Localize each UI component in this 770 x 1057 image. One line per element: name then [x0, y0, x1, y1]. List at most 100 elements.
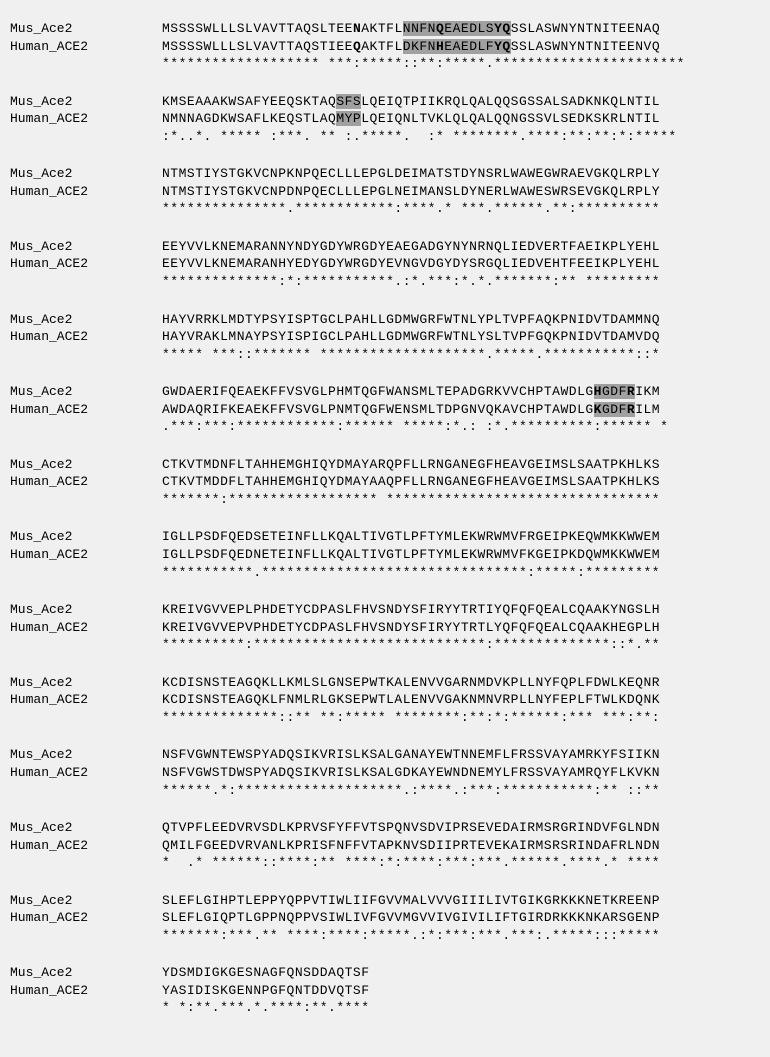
human-row: Human_ACE2AWDAQRIFKEAEKFFVSVGLPNMTQGFWEN…: [10, 401, 760, 419]
conservation-line: ******************* ***:*****::**:*****.…: [162, 55, 685, 73]
mus-label: Mus_Ace2: [10, 892, 162, 910]
alignment-block: Mus_Ace2NTMSTIYSTGKVCNPKNPQECLLLEPGLDEIM…: [10, 165, 760, 218]
human-row: Human_ACE2IGLLPSDFQEDNETEINFLLKQALTIVGTL…: [10, 546, 760, 564]
conservation-row: **************::** **:***** ********:**:…: [10, 709, 760, 727]
sequence: AWDAQRIFKEAEKFFVSVGLPNMTQGFWENSMLTDPGNVQ…: [162, 401, 660, 419]
conservation-row: *******:****************** *************…: [10, 491, 760, 509]
conservation-line: :*..*. ***** :***. ** :.*****. :* ******…: [162, 128, 677, 146]
conservation-line: ******.*:********************.:****.:***…: [162, 782, 660, 800]
sequence: NSFVGWNTEWSPYADQSIKVRISLKSALGANAYEWTNNEM…: [162, 746, 660, 764]
conservation-row: :*..*. ***** :***. ** :.*****. :* ******…: [10, 128, 760, 146]
conservation-row: *******:***.** ****:****:*****.:*:***:**…: [10, 927, 760, 945]
sequence: EEYVVLKNEMARANNYNDYGDYWRGDYEAEGADGYNYNRN…: [162, 238, 660, 256]
conservation-row: * *:**.***.*.****:**.****: [10, 999, 760, 1017]
human-label: Human_ACE2: [10, 909, 162, 927]
sequence: SLEFLGIQPTLGPPNQPPVSIWLIVFGVVMGVVIVGIVIL…: [162, 909, 660, 927]
human-row: Human_ACE2HAYVRAKLMNAYPSYISPIGCLPAHLLGDM…: [10, 328, 760, 346]
sequence-alignment: Mus_Ace2MSSSSWLLLSLVAVTTAQSLTEENAKTFLNNF…: [10, 20, 760, 1017]
alignment-block: Mus_Ace2CTKVTMDNFLTAHHEMGHIQYDMAYARQPFLL…: [10, 456, 760, 509]
sequence: HAYVRRKLMDTYPSYISPTGCLPAHLLGDMWGRFWTNLYP…: [162, 311, 660, 329]
human-label: Human_ACE2: [10, 401, 162, 419]
mus-label: Mus_Ace2: [10, 674, 162, 692]
sequence: NTMSTIYSTGKVCNPDNPQECLLLEPGLNEIMANSLDYNE…: [162, 183, 660, 201]
human-row: Human_ACE2MSSSSWLLLSLVAVTTAQSTIEEQAKTFLD…: [10, 38, 760, 56]
conservation-line: * .* ******::****:** ****:*:****:***:***…: [162, 854, 660, 872]
mus-label: Mus_Ace2: [10, 383, 162, 401]
sequence: GWDAERIFQEAEKFFVSVGLPHMTQGFWANSMLTEPADGR…: [162, 383, 660, 401]
conservation-line: **********:****************************:…: [162, 636, 660, 654]
human-label: Human_ACE2: [10, 619, 162, 637]
alignment-block: Mus_Ace2MSSSSWLLLSLVAVTTAQSLTEENAKTFLNNF…: [10, 20, 760, 73]
human-label: Human_ACE2: [10, 183, 162, 201]
human-label: Human_ACE2: [10, 38, 162, 56]
mus-label: Mus_Ace2: [10, 601, 162, 619]
human-row: Human_ACE2NMNNAGDKWSAFLKEQSTLAQMYPLQEIQN…: [10, 110, 760, 128]
mus-row: Mus_Ace2HAYVRRKLMDTYPSYISPTGCLPAHLLGDMWG…: [10, 311, 760, 329]
sequence: YASIDISKGENNPGFQNTDDVQTSF: [162, 982, 370, 1000]
conservation-line: ***** ***::******* ********************.…: [162, 346, 660, 364]
sequence: SLEFLGIHPTLEPPYQPPVTIWLIIFGVVMALVVVGIIIL…: [162, 892, 660, 910]
mus-row: Mus_Ace2NTMSTIYSTGKVCNPKNPQECLLLEPGLDEIM…: [10, 165, 760, 183]
mus-row: Mus_Ace2MSSSSWLLLSLVAVTTAQSLTEENAKTFLNNF…: [10, 20, 760, 38]
mus-row: Mus_Ace2KMSEAAAKWSAFYEEQSKTAQSFSLQEIQTPI…: [10, 93, 760, 111]
human-row: Human_ACE2KREIVGVVEPVPHDETYCDPASLFHVSNDY…: [10, 619, 760, 637]
mus-label: Mus_Ace2: [10, 93, 162, 111]
mus-label: Mus_Ace2: [10, 20, 162, 38]
mus-label: Mus_Ace2: [10, 964, 162, 982]
sequence: KMSEAAAKWSAFYEEQSKTAQSFSLQEIQTPIIKRQLQAL…: [162, 93, 660, 111]
conservation-row: **************:*:***********.:*.***:*.*.…: [10, 273, 760, 291]
alignment-block: Mus_Ace2KMSEAAAKWSAFYEEQSKTAQSFSLQEIQTPI…: [10, 93, 760, 146]
conservation-line: **************:*:***********.:*.***:*.*.…: [162, 273, 660, 291]
sequence: NTMSTIYSTGKVCNPKNPQECLLLEPGLDEIMATSTDYNS…: [162, 165, 660, 183]
mus-row: Mus_Ace2CTKVTMDNFLTAHHEMGHIQYDMAYARQPFLL…: [10, 456, 760, 474]
mus-label: Mus_Ace2: [10, 238, 162, 256]
human-row: Human_ACE2NTMSTIYSTGKVCNPDNPQECLLLEPGLNE…: [10, 183, 760, 201]
sequence: HAYVRAKLMNAYPSYISPIGCLPAHLLGDMWGRFWTNLYS…: [162, 328, 660, 346]
conservation-row: ***** ***::******* ********************.…: [10, 346, 760, 364]
alignment-block: Mus_Ace2EEYVVLKNEMARANNYNDYGDYWRGDYEAEGA…: [10, 238, 760, 291]
mus-label: Mus_Ace2: [10, 746, 162, 764]
sequence: IGLLPSDFQEDSETEINFLLKQALTIVGTLPFTYMLEKWR…: [162, 528, 660, 546]
alignment-block: Mus_Ace2SLEFLGIHPTLEPPYQPPVTIWLIIFGVVMAL…: [10, 892, 760, 945]
sequence: NMNNAGDKWSAFLKEQSTLAQMYPLQEIQNLTVKLQLQAL…: [162, 110, 660, 128]
mus-row: Mus_Ace2QTVPFLEEDVRVSDLKPRVSFYFFVTSPQNVS…: [10, 819, 760, 837]
sequence: CTKVTMDNFLTAHHEMGHIQYDMAYARQPFLLRNGANEGF…: [162, 456, 660, 474]
conservation-row: ***************.************:****.* ***.…: [10, 200, 760, 218]
human-row: Human_ACE2NSFVGWSTDWSPYADQSIKVRISLKSALGD…: [10, 764, 760, 782]
human-label: Human_ACE2: [10, 546, 162, 564]
human-label: Human_ACE2: [10, 328, 162, 346]
human-row: Human_ACE2QMILFGEEDVRVANLKPRISFNFFVTAPKN…: [10, 837, 760, 855]
sequence: IGLLPSDFQEDNETEINFLLKQALTIVGTLPFTYMLEKWR…: [162, 546, 660, 564]
sequence: EEYVVLKNEMARANHYEDYGDYWRGDYEVNGVDGYDYSRG…: [162, 255, 660, 273]
mus-row: Mus_Ace2IGLLPSDFQEDSETEINFLLKQALTIVGTLPF…: [10, 528, 760, 546]
mus-row: Mus_Ace2YDSMDIGKGESNAGFQNSDDAQTSF: [10, 964, 760, 982]
sequence: CTKVTMDDFLTAHHEMGHIQYDMAYAAQPFLLRNGANEGF…: [162, 473, 660, 491]
conservation-row: **********:****************************:…: [10, 636, 760, 654]
conservation-line: ***************.************:****.* ***.…: [162, 200, 660, 218]
mus-label: Mus_Ace2: [10, 528, 162, 546]
conservation-row: ******.*:********************.:****.:***…: [10, 782, 760, 800]
conservation-line: * *:**.***.*.****:**.****: [162, 999, 370, 1017]
mus-row: Mus_Ace2SLEFLGIHPTLEPPYQPPVTIWLIIFGVVMAL…: [10, 892, 760, 910]
mus-label: Mus_Ace2: [10, 456, 162, 474]
mus-label: Mus_Ace2: [10, 819, 162, 837]
conservation-row: .***:***:************:****** *****:*.: :…: [10, 418, 760, 436]
alignment-block: Mus_Ace2YDSMDIGKGESNAGFQNSDDAQTSFHuman_A…: [10, 964, 760, 1017]
sequence: KREIVGVVEPLPHDETYCDPASLFHVSNDYSFIRYYTRTI…: [162, 601, 660, 619]
conservation-line: *******:****************** *************…: [162, 491, 660, 509]
mus-label: Mus_Ace2: [10, 165, 162, 183]
conservation-line: **************::** **:***** ********:**:…: [162, 709, 660, 727]
alignment-block: Mus_Ace2KREIVGVVEPLPHDETYCDPASLFHVSNDYSF…: [10, 601, 760, 654]
human-label: Human_ACE2: [10, 764, 162, 782]
sequence: NSFVGWSTDWSPYADQSIKVRISLKSALGDKAYEWNDNEM…: [162, 764, 660, 782]
alignment-block: Mus_Ace2GWDAERIFQEAEKFFVSVGLPHMTQGFWANSM…: [10, 383, 760, 436]
human-label: Human_ACE2: [10, 110, 162, 128]
sequence: QMILFGEEDVRVANLKPRISFNFFVTAPKNVSDIIPRTEV…: [162, 837, 660, 855]
sequence: MSSSSWLLLSLVAVTTAQSTIEEQAKTFLDKFNHEAEDLF…: [162, 38, 660, 56]
sequence: MSSSSWLLLSLVAVTTAQSLTEENAKTFLNNFNQEAEDLS…: [162, 20, 660, 38]
conservation-line: .***:***:************:****** *****:*.: :…: [162, 418, 668, 436]
mus-row: Mus_Ace2EEYVVLKNEMARANNYNDYGDYWRGDYEAEGA…: [10, 238, 760, 256]
alignment-block: Mus_Ace2KCDISNSTEAGQKLLKMLSLGNSEPWTKALEN…: [10, 674, 760, 727]
sequence: KCDISNSTEAGQKLFNMLRLGKSEPWTLALENVVGAKNMN…: [162, 691, 660, 709]
alignment-block: Mus_Ace2NSFVGWNTEWSPYADQSIKVRISLKSALGANA…: [10, 746, 760, 799]
